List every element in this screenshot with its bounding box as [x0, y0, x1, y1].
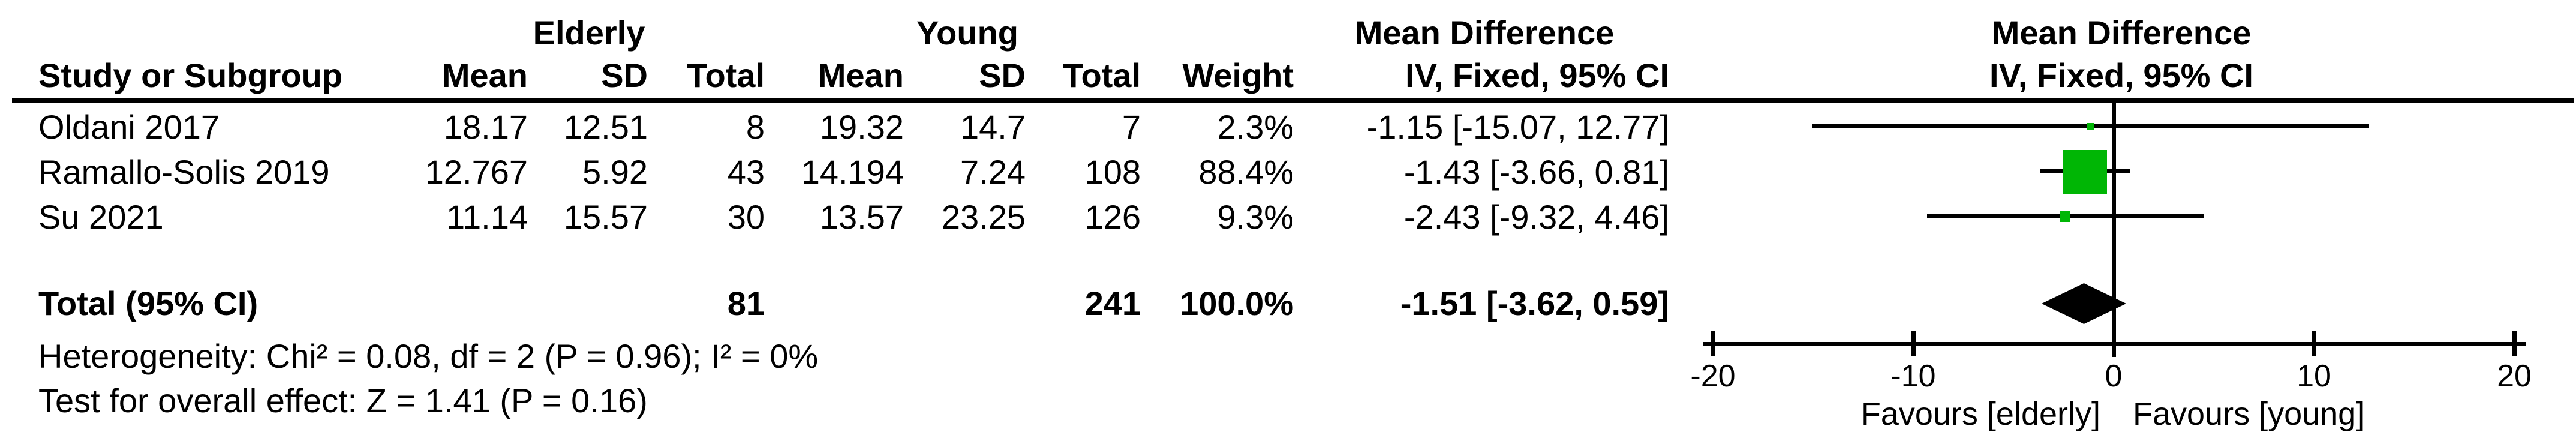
elderly-sd-cell: 5.92: [582, 153, 648, 191]
total-md-ci: -1.51 [-3.62, 0.59]: [1400, 284, 1669, 322]
heterogeneity-stats: Heterogeneity: Chi² = 0.08, df = 2 (P = …: [38, 337, 819, 375]
weight-cell: 2.3%: [1217, 108, 1294, 146]
elderly-mean-cell: 11.14: [446, 198, 528, 236]
x-tick-label: 10: [2297, 359, 2331, 394]
elderly-sd-cell: 12.51: [563, 108, 648, 146]
young-total-cell: 126: [1084, 198, 1141, 236]
col-header-md-ci: IV, Fixed, 95% CI: [1405, 56, 1669, 94]
total-label: Total (95% CI): [38, 284, 258, 322]
young-sd-cell: 7.24: [960, 153, 1026, 191]
x-axis-tick: [1711, 331, 1715, 356]
col-group-elderly: Elderly: [533, 14, 645, 52]
total-weight: 100.0%: [1180, 284, 1294, 322]
zero-effect-line: [2112, 103, 2116, 357]
total-young-n: 241: [1084, 284, 1141, 322]
elderly-total-cell: 8: [746, 108, 765, 146]
col-header-elderly-mean: Mean: [441, 56, 528, 94]
col-header-young-total: Total: [1063, 56, 1141, 94]
col-header-elderly-total: Total: [687, 56, 765, 94]
elderly-total-cell: 30: [727, 198, 765, 236]
header-divider-line: [12, 98, 2574, 103]
overall-effect-stats: Test for overall effect: Z = 1.41 (P = 0…: [38, 382, 648, 419]
young-total-cell: 7: [1122, 108, 1141, 146]
col-header-weight: Weight: [1182, 56, 1294, 94]
x-tick-label: 20: [2497, 359, 2532, 394]
plot-subtitle: IV, Fixed, 95% CI: [1989, 56, 2253, 94]
elderly-mean-cell: 12.767: [425, 153, 528, 191]
study-name: Ramallo-Solis 2019: [38, 153, 330, 191]
x-axis-tick: [1911, 331, 1916, 356]
col-header-study: Study or Subgroup: [38, 56, 343, 94]
elderly-total-cell: 43: [727, 153, 765, 191]
weight-cell: 88.4%: [1198, 153, 1294, 191]
col-group-young: Young: [916, 14, 1019, 52]
weight-cell: 9.3%: [1217, 198, 1294, 236]
md-ci-cell: -2.43 [-9.32, 4.46]: [1403, 198, 1669, 236]
young-sd-cell: 23.25: [941, 198, 1026, 236]
favours-left-label: Favours [elderly]: [1860, 396, 2100, 432]
study-marker-square-su: [2060, 211, 2070, 222]
x-tick-label: -10: [1890, 359, 1936, 394]
x-axis-tick: [2112, 331, 2116, 356]
md-column-title: Mean Difference: [1354, 14, 1615, 52]
md-ci-cell: -1.15 [-15.07, 12.77]: [1366, 108, 1669, 146]
study-name: Su 2021: [38, 198, 164, 236]
col-header-elderly-sd: SD: [601, 56, 648, 94]
young-mean-cell: 14.194: [801, 153, 904, 191]
col-header-young-mean: Mean: [817, 56, 904, 94]
young-mean-cell: 13.57: [819, 198, 904, 236]
elderly-sd-cell: 15.57: [563, 198, 648, 236]
x-tick-label: -20: [1690, 359, 1736, 394]
young-total-cell: 108: [1084, 153, 1141, 191]
young-sd-cell: 14.7: [960, 108, 1026, 146]
young-mean-cell: 19.32: [819, 108, 904, 146]
x-axis-tick: [2512, 331, 2517, 356]
plot-title: Mean Difference: [1991, 14, 2252, 52]
x-tick-label: 0: [2105, 359, 2123, 394]
md-ci-cell: -1.43 [-3.66, 0.81]: [1403, 153, 1669, 191]
total-elderly-n: 81: [727, 284, 765, 322]
elderly-mean-cell: 18.17: [443, 108, 528, 146]
favours-right-label: Favours [young]: [2133, 396, 2365, 432]
study-marker-square-oldani: [2087, 123, 2094, 130]
x-axis-tick: [2312, 331, 2316, 356]
study-name: Oldani 2017: [38, 108, 220, 146]
study-marker-square-ramallo: [2063, 150, 2107, 194]
col-header-young-sd: SD: [979, 56, 1026, 94]
